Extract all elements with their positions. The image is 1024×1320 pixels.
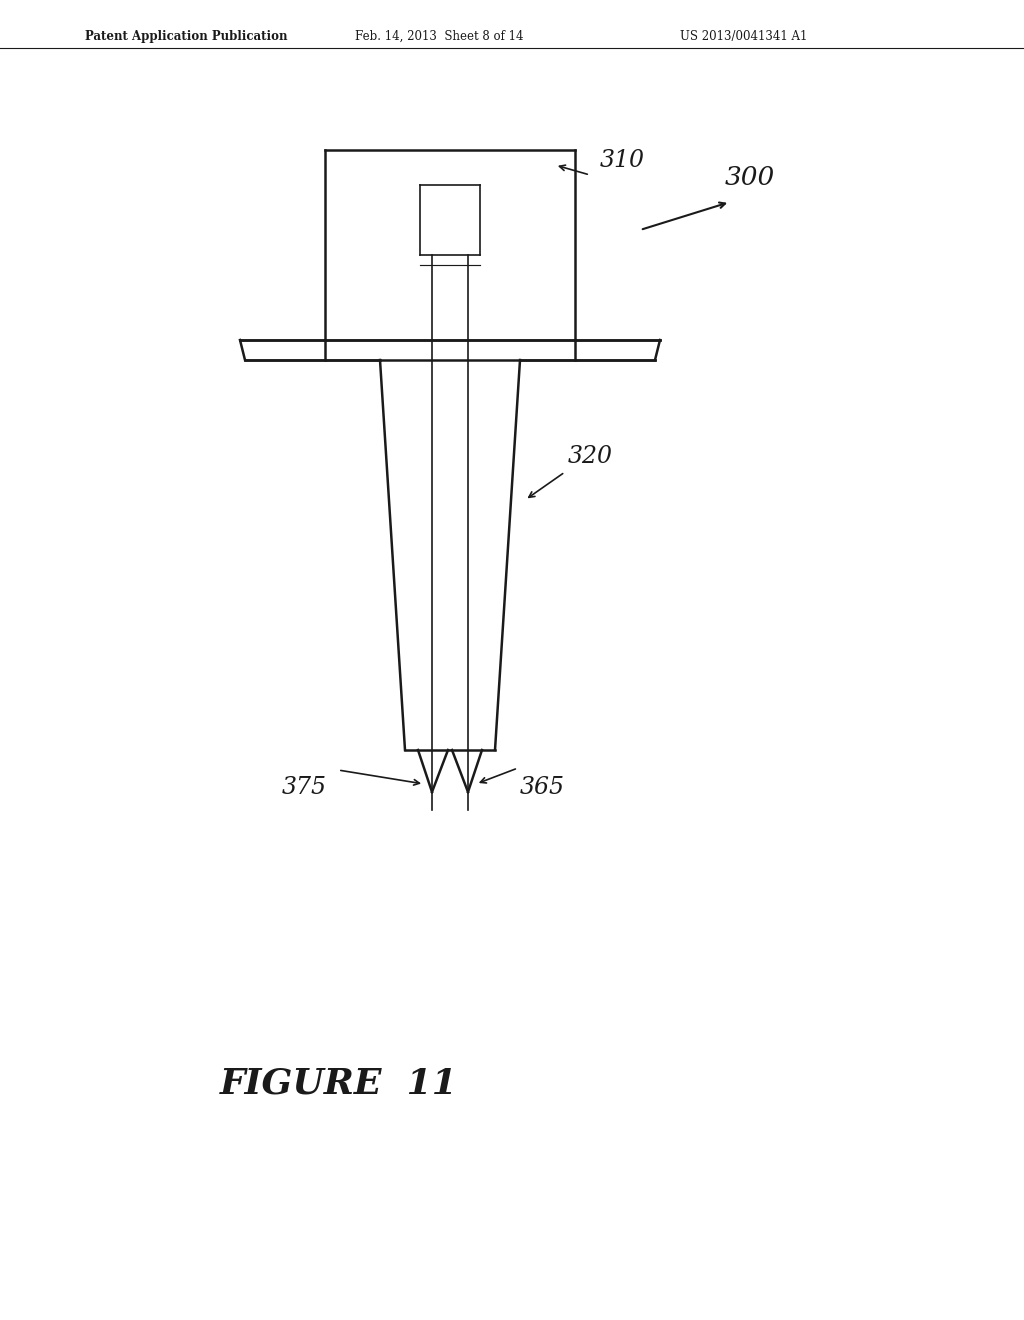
Text: 375: 375 — [282, 776, 327, 799]
Text: 310: 310 — [600, 149, 645, 172]
Text: Patent Application Publication: Patent Application Publication — [85, 30, 288, 44]
Text: 365: 365 — [520, 776, 565, 799]
Text: US 2013/0041341 A1: US 2013/0041341 A1 — [680, 30, 807, 44]
Text: FIGURE  11: FIGURE 11 — [220, 1067, 458, 1100]
Text: 320: 320 — [568, 445, 613, 469]
Text: Feb. 14, 2013  Sheet 8 of 14: Feb. 14, 2013 Sheet 8 of 14 — [355, 30, 523, 44]
Text: 300: 300 — [725, 165, 775, 190]
